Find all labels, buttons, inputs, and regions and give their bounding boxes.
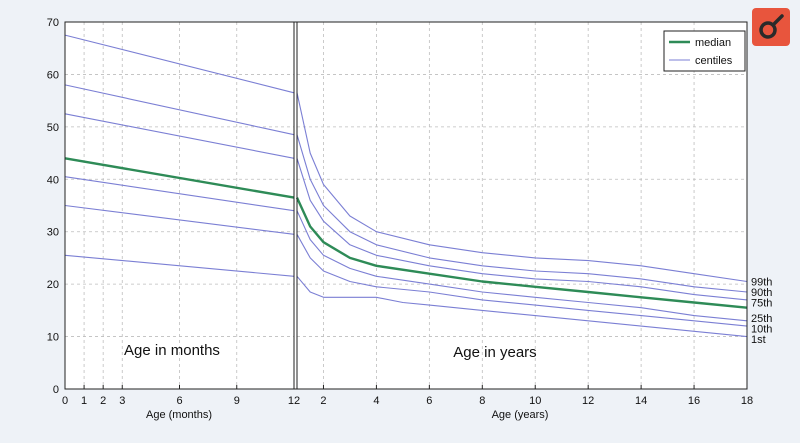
axes [64,21,748,390]
y-tick-label-20: 20 [47,279,59,291]
logo-stem [771,14,784,27]
x-tick-label-years-16: 16 [688,395,700,407]
x-tick-label-years-10: 10 [529,395,541,407]
series-line-years-10th [296,234,748,327]
series-line-years-75th [296,158,748,301]
x-tick-label-years-6: 6 [426,395,432,407]
legend-box [663,30,746,72]
centile-label-99th: 99th [751,277,772,289]
panel-label-years: Age in years [453,344,536,361]
series-line-years-median [295,197,748,309]
panel-label-months: Age in months [124,342,220,359]
y-tick-label-60: 60 [47,69,59,81]
y-tick-label-10: 10 [47,332,59,344]
app-logo-icon[interactable] [752,8,790,46]
x-axis-label-months: Age (months) [146,409,212,421]
x-tick-label-years-14: 14 [635,395,647,407]
x-tick-label-months-0: 0 [62,395,68,407]
logo-background [752,8,790,46]
x-tick-label-months-9: 9 [234,395,240,407]
y-tick-label-70: 70 [47,17,59,29]
plot-frame [64,21,748,390]
x-tick-label-months-3: 3 [119,395,125,407]
legend-median-label: median [695,37,731,49]
x-tick-label-months-6: 6 [176,395,182,407]
y-tick-label-50: 50 [47,122,59,134]
x-axis-label-years: Age (years) [492,409,549,421]
centile-label-10th: 10th [751,324,772,336]
centile-label-25th: 25th [751,313,772,325]
series-line-years-25th [296,210,748,322]
series-line-months-10th [64,204,295,235]
x-tick-label-years-18: 18 [741,395,753,407]
series-line-years-99th [296,92,748,283]
series-line-months-1st [64,254,295,277]
plot-background [65,22,747,389]
centile-label-75th: 75th [751,298,772,310]
grid [64,21,748,390]
x-tick-label-months-2: 2 [100,395,106,407]
series-line-months-25th [64,176,295,212]
series-line-months-median [64,157,295,199]
series-line-months-75th [64,113,295,159]
legend-centile-label: centiles [695,55,733,67]
legend: median centiles [663,30,746,72]
y-tick-label-30: 30 [47,227,59,239]
logo-ring [759,21,777,39]
x-tick-label-years-4: 4 [373,395,379,407]
x-tick-label-months-1: 1 [81,395,87,407]
series-line-months-99th [64,34,295,94]
x-tick-label-years-2: 2 [320,395,326,407]
centile-labels: 99th 90th 75th 25th 10th 1st [751,277,772,347]
centile-label-90th: 90th [751,287,772,299]
y-tick-label-0: 0 [53,384,59,396]
centile-label-1st: 1st [751,334,766,346]
series-line-years-1st [296,275,748,338]
series-layer [64,34,748,338]
y-tick-label-40: 40 [47,174,59,186]
x-tick-label-years-12: 12 [582,395,594,407]
series-line-years-90th [296,134,748,293]
x-tick-label-months-12: 12 [288,395,300,407]
x-tick-label-years-8: 8 [479,395,485,407]
series-line-months-90th [64,84,295,136]
